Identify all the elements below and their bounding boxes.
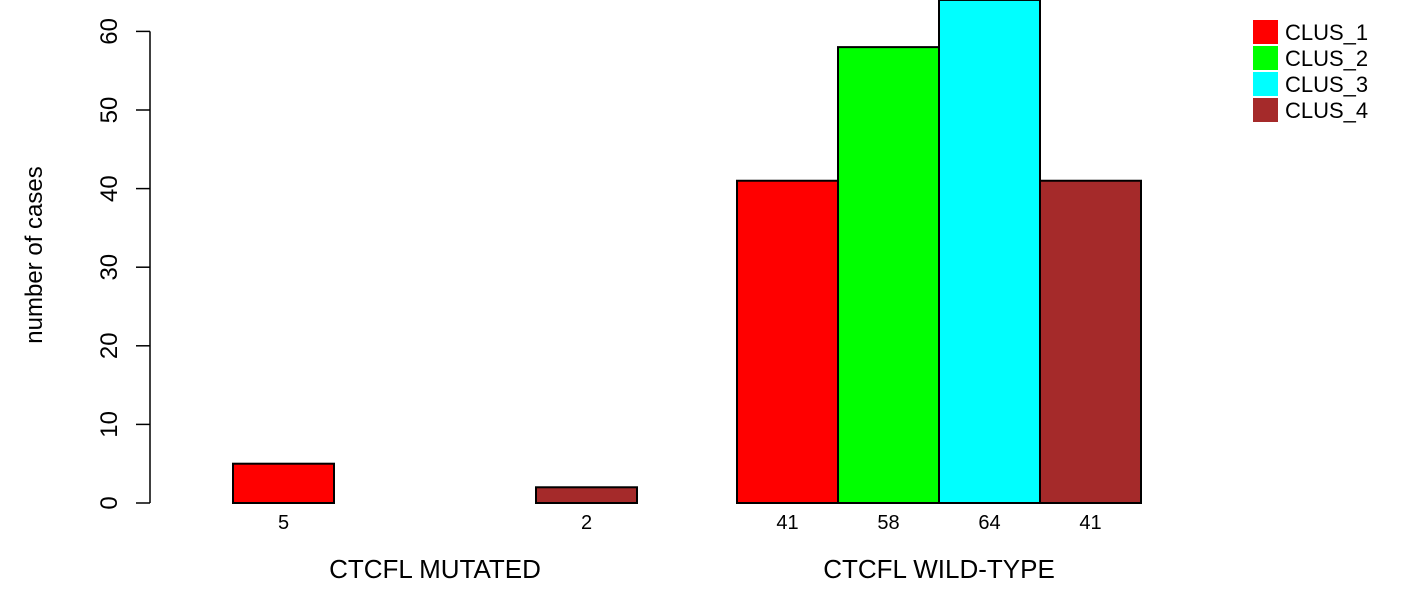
bar-value-label: 5: [278, 512, 289, 534]
y-tick-label: 60: [96, 18, 123, 45]
bar-value-label: 41: [776, 512, 798, 534]
legend-label: CLUS_2: [1285, 46, 1368, 71]
y-tick-label: 50: [96, 97, 123, 124]
group-label: CTCFL MUTATED: [329, 554, 541, 584]
y-axis-label: number of cases: [21, 166, 48, 343]
bar: [938, 0, 1041, 505]
legend-swatch: [1253, 46, 1278, 70]
legend-label: CLUS_3: [1285, 72, 1368, 97]
bar: [736, 179, 839, 505]
bar-value-label: 2: [581, 512, 592, 534]
legend-swatch: [1253, 98, 1278, 122]
bar-value-label: 58: [877, 512, 899, 534]
bar-value-label: 64: [978, 512, 1000, 534]
legend-swatch: [1253, 72, 1278, 96]
y-axis: 0 10 20 30 40 50 60: [96, 18, 151, 510]
bar: [1039, 179, 1142, 505]
legend-label: CLUS_4: [1285, 98, 1368, 123]
y-tick-label: 0: [96, 496, 123, 509]
value-labels: 5 2 41 58 64 41: [278, 512, 1102, 534]
y-tick-label: 30: [96, 254, 123, 281]
bar: [232, 462, 335, 505]
group-labels: CTCFL MUTATED CTCFL WILD-TYPE: [329, 554, 1055, 584]
legend-swatch: [1253, 20, 1278, 44]
bars: [232, 0, 1142, 505]
bar: [837, 46, 940, 505]
y-tick-label: 20: [96, 332, 123, 359]
y-tick-label: 10: [96, 411, 123, 438]
bar: [535, 486, 638, 504]
legend-label: CLUS_1: [1285, 20, 1368, 45]
group-label: CTCFL WILD-TYPE: [823, 554, 1055, 584]
bar-value-label: 41: [1079, 512, 1101, 534]
y-tick-label: 40: [96, 175, 123, 202]
